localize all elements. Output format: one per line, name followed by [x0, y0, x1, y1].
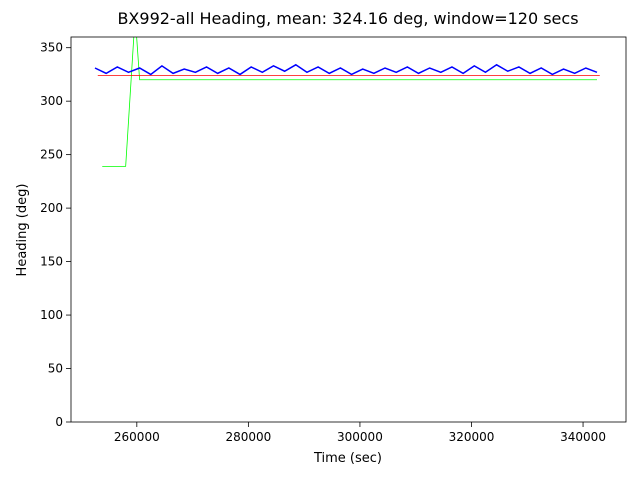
series-line [94, 63, 598, 76]
y-tick-label: 350 [40, 41, 63, 55]
y-tick-label: 200 [40, 201, 63, 215]
x-axis-label: Time (sec) [313, 451, 382, 466]
y-tick-label: 0 [55, 415, 63, 429]
series-line [102, 37, 597, 167]
axes-frame [70, 36, 627, 423]
x-tick-label: 320000 [449, 430, 495, 444]
y-tick-label: 50 [48, 362, 63, 376]
x-tick-label: 340000 [560, 430, 606, 444]
chart-title: BX992-all Heading, mean: 324.16 deg, win… [117, 9, 578, 28]
x-tick-label: 260000 [114, 430, 160, 444]
x-tick-label: 280000 [225, 430, 271, 444]
y-tick-label: 100 [40, 308, 63, 322]
y-axis-label: Heading (deg) [15, 184, 30, 277]
plot-area [94, 37, 600, 167]
x-tick-label: 300000 [337, 430, 383, 444]
y-tick-label: 250 [40, 148, 63, 162]
y-tick-label: 150 [40, 255, 63, 269]
y-tick-label: 300 [40, 94, 63, 108]
